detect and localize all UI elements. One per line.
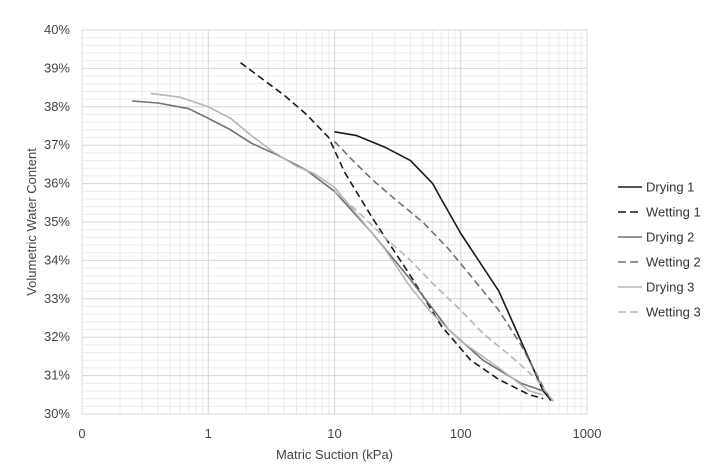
x-axis-tick-labels: 0 1 10 100 1000 [78,426,601,441]
y-axis-title: Volumetric Water Content [24,148,39,296]
y-tick-label: 38% [44,99,70,114]
y-tick-label: 30% [44,406,70,421]
y-tick-label: 35% [44,214,70,229]
y-tick-label: 33% [44,291,70,306]
y-tick-label: 36% [44,176,70,191]
legend-label: Drying 1 [646,180,694,195]
legend-label: Drying 2 [646,230,694,245]
series-line-wetting-1 [240,61,544,400]
x-tick-label: 0 [78,426,85,441]
x-axis-title: Matric Suction (kPa) [276,447,393,462]
x-tick-label: 1 [205,426,212,441]
legend-label: Drying 3 [646,280,694,295]
y-tick-label: 40% [44,22,70,37]
y-tick-label: 32% [44,329,70,344]
y-tick-label: 31% [44,368,70,383]
y-tick-label: 34% [44,252,70,267]
series-line-wetting-3 [333,190,555,403]
legend-label: Wetting 1 [646,205,701,220]
x-tick-label: 1000 [573,426,602,441]
y-tick-label: 37% [44,137,70,152]
legend-label: Wetting 2 [646,255,701,270]
series-line-drying-3 [150,92,544,396]
y-tick-label: 39% [44,60,70,75]
x-tick-label: 10 [327,426,341,441]
series-line-wetting-2 [333,140,550,398]
x-tick-label: 100 [450,426,472,441]
legend-label: Wetting 3 [646,305,701,320]
plot-series [132,61,555,403]
plot-frame [81,29,588,415]
legend: Drying 1 Wetting 1 Drying 2 Wetting 2 Drying… [618,180,701,320]
y-axis-tick-labels: 30% 31% 32% 33% 34% 35% 36% 37% 38% 39% 40% [44,22,70,421]
